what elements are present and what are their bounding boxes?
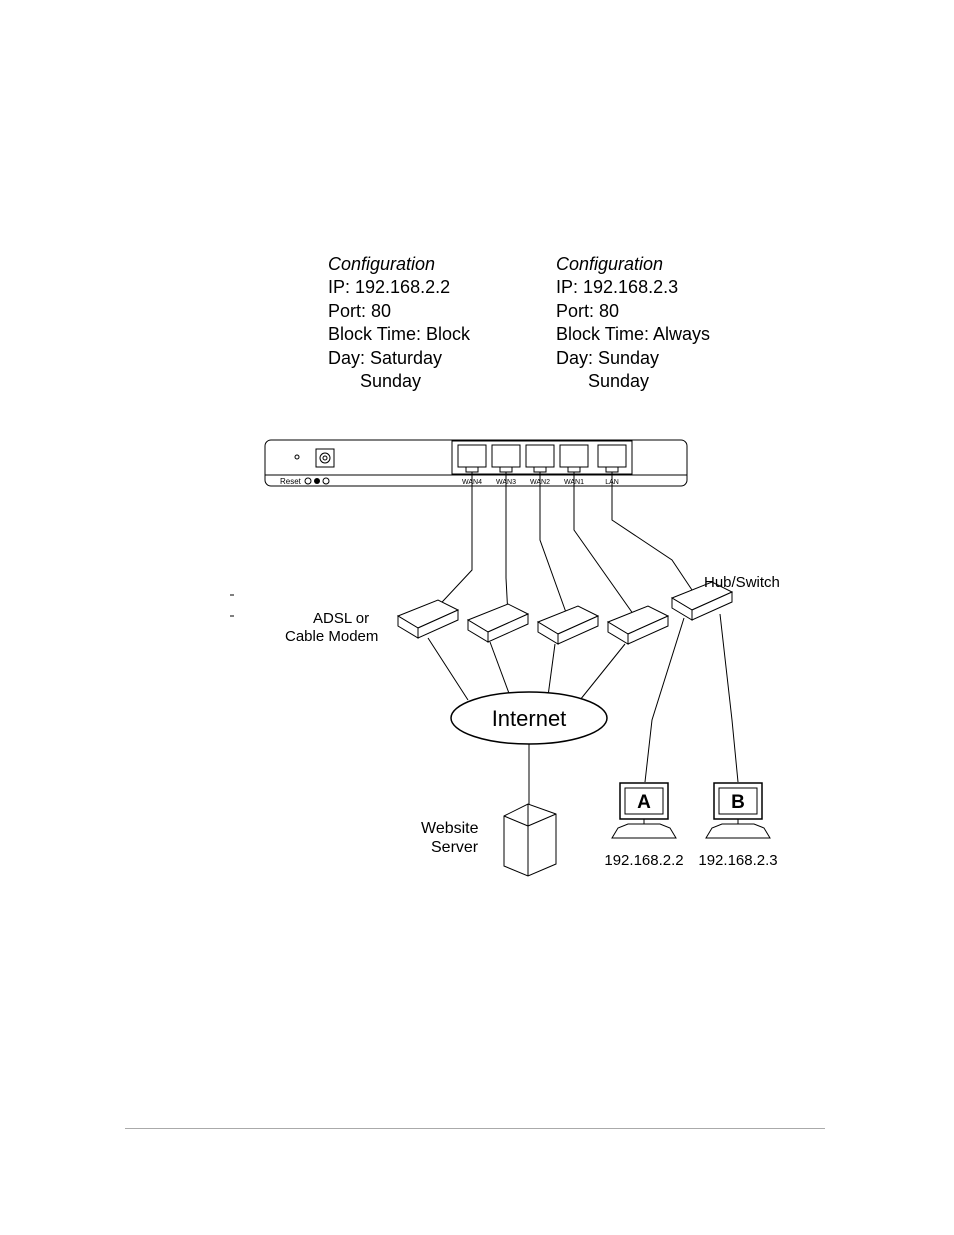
modem-label-l2: Cable Modem <box>285 628 378 645</box>
port-wan2 <box>526 445 554 472</box>
line-modem3-internet <box>548 644 555 696</box>
cable-wan2 <box>540 472 568 618</box>
line-hub-a <box>645 618 684 782</box>
internet-label: Internet <box>492 706 567 731</box>
line-modem4-internet <box>580 644 625 700</box>
cable-wan4 <box>432 472 472 613</box>
network-diagram: Reset WAN4 WAN3 WAN2 WAN1 <box>0 0 954 1235</box>
modem-label-l1: ADSL or <box>313 610 369 627</box>
footer-rule <box>125 1128 825 1129</box>
cable-lan <box>612 472 694 593</box>
hub-label: Hub/Switch <box>704 574 780 591</box>
computer-b-label: B <box>731 792 745 813</box>
cable-wan3 <box>506 472 508 616</box>
router-logo-inner <box>320 453 330 463</box>
router-led <box>295 455 299 459</box>
website-server <box>504 804 556 876</box>
router-logo-center <box>323 456 327 460</box>
modem-3 <box>538 606 598 644</box>
port-lan <box>598 445 626 472</box>
page: Configuration IP: 192.168.2.2 Port: 80 B… <box>0 0 954 1235</box>
cable-wan1 <box>574 472 636 618</box>
router-reset-label: Reset <box>280 477 302 486</box>
line-hub-b <box>720 614 738 782</box>
ip-a-label: 192.168.2.2 <box>604 852 683 869</box>
modem-1 <box>398 600 458 638</box>
line-modem1-internet <box>428 638 468 700</box>
ports-frame <box>452 441 632 474</box>
reset-led-1 <box>305 478 311 484</box>
modem-2 <box>468 604 528 642</box>
port-wan1 <box>560 445 588 472</box>
website-label-l1: Website <box>421 820 479 837</box>
port-wan3 <box>492 445 520 472</box>
ip-b-label: 192.168.2.3 <box>698 852 777 869</box>
line-modem2-internet <box>490 642 510 696</box>
reset-led-2 <box>314 478 320 484</box>
website-label-l2: Server <box>431 839 479 856</box>
modem-4 <box>608 606 668 644</box>
port-wan4 <box>458 445 486 472</box>
reset-led-3 <box>323 478 329 484</box>
computer-a-label: A <box>637 792 651 813</box>
router-logo-outer <box>316 449 334 467</box>
